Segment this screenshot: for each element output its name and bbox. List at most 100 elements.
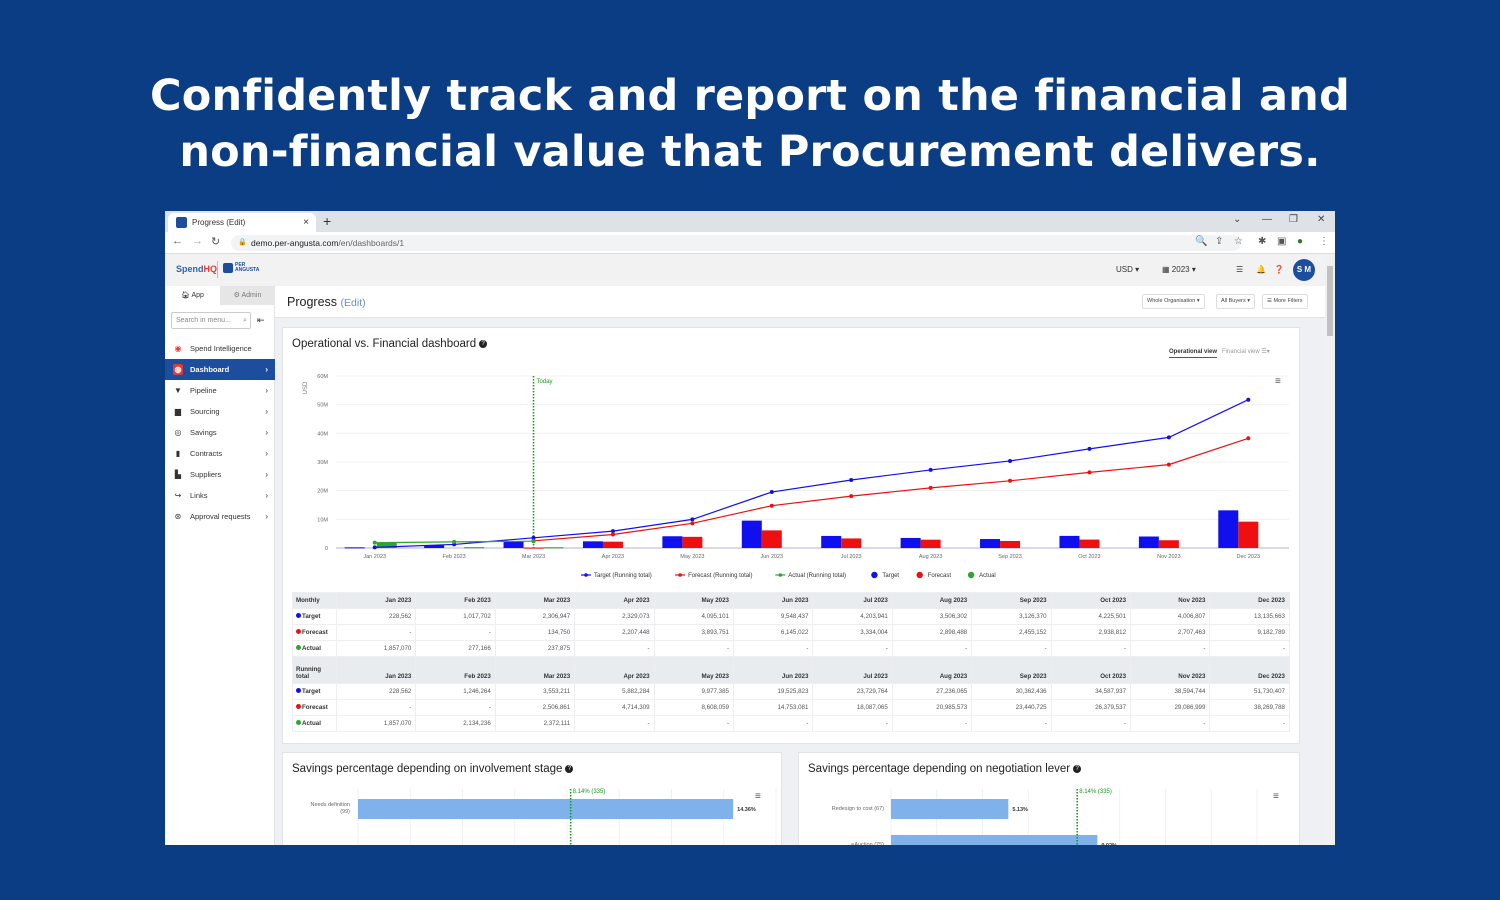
bar-target[interactable] [1218, 510, 1239, 548]
bar-target[interactable] [503, 541, 524, 548]
forward-icon[interactable]: → [192, 235, 203, 247]
bar-target[interactable] [900, 537, 921, 548]
profile-icon[interactable]: ● [1297, 236, 1304, 247]
line-point[interactable] [769, 490, 774, 495]
sidebar-item-sourcing[interactable]: ▆ Sourcing › [165, 401, 275, 422]
bar-target[interactable] [980, 539, 1001, 548]
bar-forecast[interactable] [1000, 540, 1021, 548]
help-icon[interactable]: ❓ [1274, 265, 1284, 274]
scrollbar-thumb[interactable] [1327, 266, 1333, 336]
bar-actual[interactable] [464, 547, 485, 549]
help-icon[interactable]: ? [565, 764, 574, 773]
financial-view-tab[interactable]: Financial view [1222, 349, 1260, 355]
line-point[interactable] [1246, 436, 1251, 441]
bar-forecast[interactable] [1079, 539, 1100, 548]
legend-item[interactable]: Target [882, 573, 899, 579]
bar-forecast[interactable] [841, 538, 862, 548]
sidebar-item-contracts[interactable]: ▮ Contracts › [165, 443, 275, 464]
line-point[interactable] [531, 535, 536, 540]
bar-forecast[interactable] [602, 541, 623, 548]
url-input[interactable]: 🔒 demo.per-angusta.com/en/dashboards/1 [231, 235, 1241, 251]
legend-item[interactable]: Actual (Running total) [788, 573, 846, 579]
line-point[interactable] [610, 532, 615, 537]
bar-actual[interactable] [376, 542, 397, 548]
new-tab-button[interactable]: + [323, 213, 332, 229]
share-icon[interactable]: ⇪ [1215, 236, 1224, 247]
chart-menu-icon[interactable]: ≡ [1273, 791, 1279, 802]
scrollbar[interactable] [1325, 254, 1335, 845]
line-point[interactable] [1166, 435, 1171, 440]
extensions-icon[interactable]: ✱ [1258, 236, 1267, 247]
minimize-icon[interactable]: — [1262, 214, 1272, 225]
legend-item[interactable]: Target (Running total) [594, 573, 652, 579]
bar-target[interactable] [1138, 536, 1159, 548]
line-point[interactable] [849, 494, 854, 499]
edit-link[interactable]: (Edit) [340, 297, 366, 309]
browser-menu-icon[interactable]: ⋮ [1319, 236, 1329, 247]
line-point[interactable] [372, 540, 377, 545]
line-point[interactable] [690, 521, 695, 526]
legend-item[interactable]: Forecast [928, 573, 952, 579]
tab-app[interactable]: 🏠︎ App [165, 286, 220, 305]
line-point[interactable] [928, 485, 933, 490]
line-point[interactable] [849, 477, 854, 482]
line-point[interactable] [1087, 446, 1092, 451]
avatar[interactable]: S M [1293, 259, 1315, 281]
sidebar-item-spend-intelligence[interactable]: ◉ Spend Intelligence [165, 338, 275, 359]
help-icon[interactable]: ? [479, 339, 488, 348]
restore-icon[interactable]: ❐ [1289, 214, 1298, 225]
tab-search-icon[interactable]: ⌄ [1233, 214, 1242, 225]
bar[interactable] [891, 835, 1098, 845]
bar-forecast[interactable] [1158, 540, 1179, 548]
line-point[interactable] [928, 467, 933, 472]
star-icon[interactable]: ☆ [1234, 236, 1243, 247]
buyers-filter[interactable]: All Buyers ▾ [1216, 294, 1256, 309]
year-select[interactable]: ▦ 2023 ▾ [1162, 265, 1196, 274]
sidebar-item-dashboard[interactable]: ◍ Dashboard › [165, 359, 275, 380]
tab-admin[interactable]: ⚙ Admin [220, 286, 275, 305]
sidebar-item-pipeline[interactable]: ▼ Pipeline › [165, 380, 275, 401]
more-filters-button[interactable]: ☰ More Filters [1262, 294, 1308, 309]
zoom-icon[interactable]: 🔍 [1195, 236, 1208, 247]
line-point[interactable] [1166, 462, 1171, 467]
menu-search-input[interactable]: Search in menu... ⌕ [171, 312, 251, 329]
legend-item[interactable]: Actual [979, 573, 996, 579]
close-tab-icon[interactable]: × [303, 217, 309, 228]
bar-target[interactable] [821, 535, 842, 548]
close-window-icon[interactable]: ✕ [1317, 214, 1326, 225]
bar-target[interactable] [662, 536, 683, 548]
line-point[interactable] [690, 517, 695, 522]
line-point[interactable] [452, 539, 457, 544]
sidebar-item-approval-requests[interactable]: ⊛ Approval requests › [165, 506, 275, 527]
collapse-sidebar-icon[interactable]: ⇤ [257, 315, 265, 325]
browser-tab[interactable]: Progress (Edit) × [168, 213, 316, 232]
line-point[interactable] [372, 545, 377, 550]
bar-forecast[interactable] [523, 547, 544, 549]
line-point[interactable] [1087, 470, 1092, 475]
bar-actual[interactable] [543, 547, 564, 549]
bar[interactable] [891, 799, 1009, 819]
tasks-icon[interactable]: ☰ [1236, 265, 1244, 274]
sidebar-item-savings[interactable]: ◎ Savings › [165, 422, 275, 443]
bar-forecast[interactable] [682, 536, 703, 548]
chart-menu-icon[interactable]: ≡ [755, 791, 761, 802]
legend-item[interactable]: Forecast (Running total) [688, 573, 752, 579]
bell-icon[interactable]: 🔔 [1256, 265, 1266, 274]
back-icon[interactable]: ← [172, 235, 183, 247]
bar-target[interactable] [1059, 535, 1080, 548]
sidebar-item-suppliers[interactable]: ▙ Suppliers › [165, 464, 275, 485]
bar-target[interactable] [582, 541, 603, 548]
help-icon[interactable]: ? [1073, 764, 1082, 773]
line-point[interactable] [531, 539, 536, 544]
bar-forecast[interactable] [761, 530, 782, 548]
bar[interactable] [358, 799, 734, 819]
reload-icon[interactable]: ↻ [211, 236, 221, 248]
sidebar-item-links[interactable]: ↪ Links › [165, 485, 275, 506]
side-panel-icon[interactable]: ▣ [1277, 236, 1287, 247]
bar-target[interactable] [424, 545, 445, 548]
line-point[interactable] [1008, 458, 1013, 463]
operational-view-tab[interactable]: Operational view [1169, 349, 1218, 358]
line-point[interactable] [610, 529, 615, 534]
bar-target[interactable] [344, 547, 365, 549]
line-point[interactable] [769, 503, 774, 508]
